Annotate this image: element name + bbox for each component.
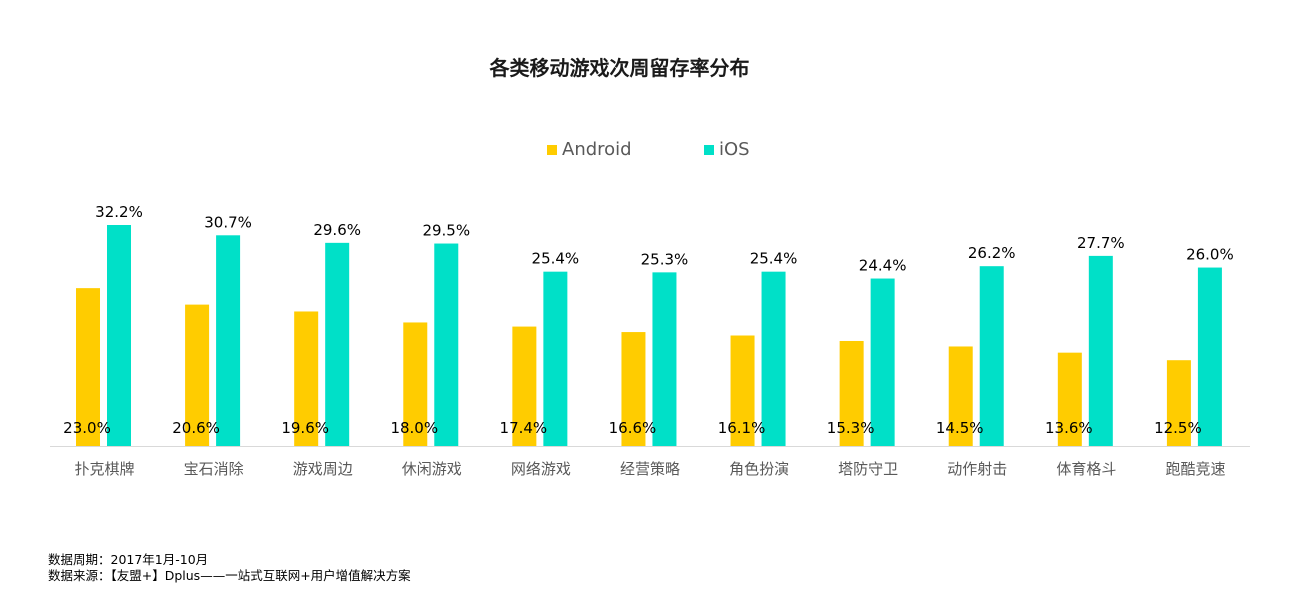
bar-android xyxy=(76,288,100,446)
footnote: 数据周期：2017年1月-10月 数据来源：【友盟+】Dplus——一站式互联网… xyxy=(48,552,411,584)
legend-label-android: Android xyxy=(562,139,632,160)
x-tick-label: 动作射击 xyxy=(947,460,1007,478)
x-tick-label: 经营策略 xyxy=(620,460,680,478)
bar-ios xyxy=(761,271,786,446)
x-tick-label: 扑克棋牌 xyxy=(75,460,135,478)
data-period: 数据周期：2017年1月-10月 xyxy=(48,552,209,567)
legend-item-ios: iOS xyxy=(704,139,750,160)
data-label-ios: 32.2% xyxy=(95,203,143,221)
x-tick-label: 塔防守卫 xyxy=(838,460,898,478)
x-tick-label: 体育格斗 xyxy=(1056,460,1116,478)
data-label-android: 12.5% xyxy=(1154,419,1202,437)
data-label-ios: 26.0% xyxy=(1186,246,1234,264)
bar-android xyxy=(621,332,646,446)
data-label-ios: 29.5% xyxy=(422,222,470,240)
bar-android xyxy=(730,335,755,446)
data-label-android: 16.6% xyxy=(609,419,657,437)
data-label-ios: 25.4% xyxy=(532,250,580,268)
bar-android xyxy=(185,304,210,446)
data-label-ios: 30.7% xyxy=(204,213,252,231)
data-label-ios: 27.7% xyxy=(1077,234,1125,252)
bar-ios xyxy=(434,243,459,446)
bar-ios xyxy=(216,235,241,446)
legend-item-android: Android xyxy=(547,139,632,160)
bar-ios xyxy=(979,266,1004,446)
data-source: 数据来源：【友盟+】Dplus——一站式互联网+用户增值解决方案 xyxy=(48,568,411,583)
x-tick-label: 网络游戏 xyxy=(511,460,571,478)
x-tick-label: 跑酷竞速 xyxy=(1165,460,1225,478)
chart-title: 各类移动游戏次周留存率分布 xyxy=(489,56,750,80)
bar-android xyxy=(839,340,864,446)
x-tick-label: 角色扮演 xyxy=(729,460,789,478)
data-label-android: 16.1% xyxy=(718,419,766,437)
x-tick-label: 休闲游戏 xyxy=(402,460,462,478)
data-label-ios: 24.4% xyxy=(859,257,907,275)
bar-ios xyxy=(543,271,568,446)
x-tick-label: 宝石消除 xyxy=(184,460,244,478)
data-label-android: 15.3% xyxy=(827,419,875,437)
bar-ios xyxy=(870,278,895,446)
bar-android xyxy=(948,346,973,446)
data-label-android: 17.4% xyxy=(500,419,548,437)
bar-android xyxy=(294,311,319,446)
bar-ios xyxy=(1088,255,1113,446)
bar-ios xyxy=(325,242,350,446)
data-label-ios: 29.6% xyxy=(313,221,361,239)
data-label-android: 14.5% xyxy=(936,419,984,437)
bar-android xyxy=(1057,352,1082,446)
bar-ios xyxy=(1197,267,1222,446)
x-tick-label: 游戏周边 xyxy=(293,460,353,478)
legend-swatch-ios xyxy=(704,144,714,155)
legend-swatch-android xyxy=(547,144,557,155)
data-label-android: 18.0% xyxy=(390,419,438,437)
bar-android xyxy=(512,326,537,446)
bar-ios xyxy=(107,225,131,446)
data-label-android: 23.0% xyxy=(63,419,111,437)
data-label-android: 20.6% xyxy=(172,419,220,437)
data-label-ios: 25.3% xyxy=(641,250,689,268)
data-label-ios: 25.4% xyxy=(750,250,798,268)
bar-android xyxy=(1166,360,1191,446)
data-label-ios: 26.2% xyxy=(968,244,1016,262)
bar-android xyxy=(403,322,428,446)
legend-label-ios: iOS xyxy=(719,139,750,160)
bar-ios xyxy=(652,272,677,446)
data-label-android: 13.6% xyxy=(1045,419,1093,437)
data-label-android: 19.6% xyxy=(281,419,329,437)
